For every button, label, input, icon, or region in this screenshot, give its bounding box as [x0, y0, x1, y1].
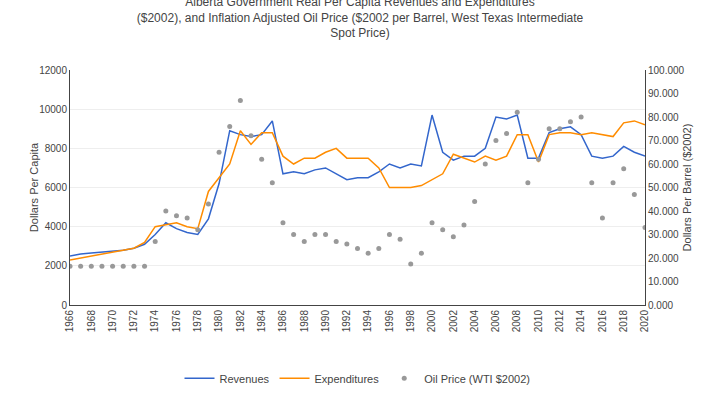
svg-text:2008: 2008: [511, 310, 522, 333]
svg-text:Dollars Per Barrel ($2002): Dollars Per Barrel ($2002): [681, 124, 693, 252]
svg-text:4000: 4000: [45, 221, 68, 232]
svg-text:Oil Price (WTI $2002): Oil Price (WTI $2002): [424, 373, 530, 385]
svg-text:1982: 1982: [235, 310, 246, 333]
svg-text:1990: 1990: [320, 310, 331, 333]
svg-text:30.000: 30.000: [648, 229, 679, 240]
svg-text:40.000: 40.000: [648, 206, 679, 217]
svg-text:12000: 12000: [39, 65, 67, 76]
svg-text:90.000: 90.000: [648, 88, 679, 99]
svg-text:0.000: 0.000: [648, 300, 673, 311]
svg-text:1970: 1970: [107, 310, 118, 333]
svg-text:1974: 1974: [149, 310, 160, 333]
svg-text:1996: 1996: [384, 310, 395, 333]
svg-text:10000: 10000: [39, 104, 67, 115]
svg-text:2002: 2002: [448, 310, 459, 333]
svg-text:2000: 2000: [45, 260, 68, 271]
svg-text:1968: 1968: [86, 310, 97, 333]
svg-text:2006: 2006: [490, 310, 501, 333]
svg-text:Alberta Government Real Per Ca: Alberta Government Real Per Capita Reven…: [137, 0, 584, 40]
svg-text:1994: 1994: [362, 310, 373, 333]
svg-text:2004: 2004: [469, 310, 480, 333]
svg-text:1984: 1984: [256, 310, 267, 333]
svg-text:2014: 2014: [575, 310, 586, 333]
svg-text:20.000: 20.000: [648, 253, 679, 264]
svg-text:2016: 2016: [597, 310, 608, 333]
svg-text:2010: 2010: [533, 310, 544, 333]
svg-text:10.000: 10.000: [648, 276, 679, 287]
svg-text:50.000: 50.000: [648, 182, 679, 193]
svg-text:1998: 1998: [405, 310, 416, 333]
svg-text:70.000: 70.000: [648, 135, 679, 146]
svg-text:2000: 2000: [426, 310, 437, 333]
svg-text:6000: 6000: [45, 182, 68, 193]
svg-text:1988: 1988: [299, 310, 310, 333]
svg-text:1980: 1980: [213, 310, 224, 333]
svg-text:1992: 1992: [341, 310, 352, 333]
svg-text:8000: 8000: [45, 143, 68, 154]
svg-text:1986: 1986: [277, 310, 288, 333]
svg-text:2018: 2018: [618, 310, 629, 333]
svg-text:60.000: 60.000: [648, 159, 679, 170]
svg-text:2012: 2012: [554, 310, 565, 333]
svg-text:Dollars Per Capita: Dollars Per Capita: [28, 142, 40, 232]
svg-text:1978: 1978: [192, 310, 203, 333]
svg-text:100.000: 100.000: [648, 65, 685, 76]
svg-text:Revenues: Revenues: [220, 373, 270, 385]
svg-text:1976: 1976: [171, 310, 182, 333]
svg-text:1966: 1966: [64, 310, 75, 333]
svg-text:0: 0: [61, 300, 67, 311]
svg-text:Expenditures: Expenditures: [315, 373, 380, 385]
svg-text:1972: 1972: [128, 310, 139, 333]
svg-text:2020: 2020: [639, 310, 650, 333]
svg-text:80.000: 80.000: [648, 112, 679, 123]
